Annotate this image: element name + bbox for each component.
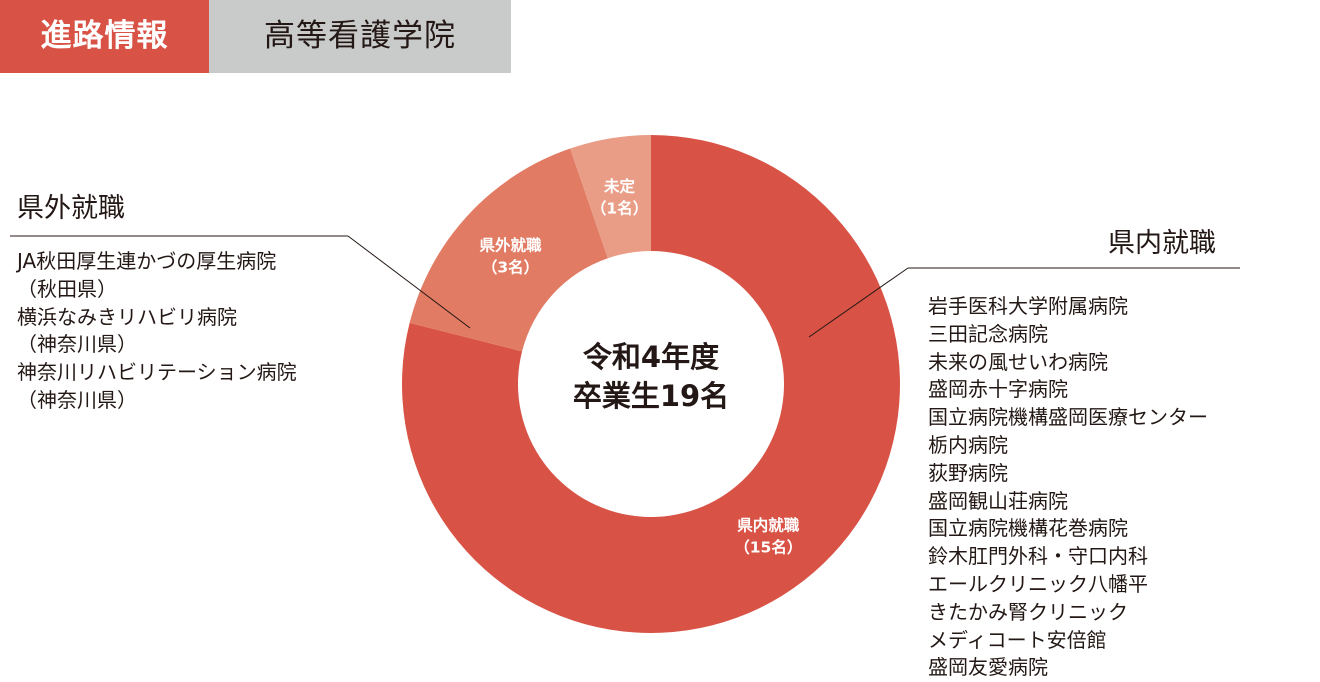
kengai-leader-line-diagonal [347, 235, 471, 329]
list-item: エールクリニック八幡平 [928, 571, 1148, 596]
section-tag: 進路情報 [0, 0, 209, 73]
list-item: 岩手医科大学附属病院 [928, 294, 1128, 318]
school-name: 高等看護学院 [209, 0, 511, 73]
slice-count-2: （1名） [591, 199, 648, 218]
kennai-leader-line-diagonal [808, 267, 909, 338]
list-item: 三田記念病院 [928, 321, 1048, 346]
list-item: 盛岡友愛病院 [928, 655, 1048, 680]
list-item: （秋田県） [17, 276, 117, 301]
pie-slice-2 [570, 135, 651, 259]
list-item: 盛岡赤十字病院 [928, 377, 1068, 402]
list-item: 国立病院機構盛岡医療センター [928, 405, 1208, 430]
pie-slice-0 [402, 135, 900, 633]
list-item: 栃内病院 [928, 432, 1008, 457]
donut-slices [402, 135, 900, 633]
list-item: 荻野病院 [928, 460, 1008, 485]
list-item: 未来の風せいわ病院 [928, 349, 1108, 374]
center-label-line2: 卒業生19名 [573, 379, 729, 413]
list-item: 国立病院機構花巻病院 [928, 516, 1128, 541]
slice-label-0: 県内就職 [737, 516, 800, 535]
kengai-list: JA秋田厚生連かづの厚生病院 （秋田県） 横浜なみきリハビリ病院 （神奈川県） … [17, 248, 297, 415]
kennai-title: 県内就職 [1108, 228, 1216, 259]
list-item: 神奈川リハビリテーション病院 [17, 360, 297, 385]
list-item: JA秋田厚生連かづの厚生病院 [17, 249, 277, 273]
list-item: 横浜なみきリハビリ病院 [17, 304, 237, 329]
kengai-title: 県外就職 [17, 193, 125, 224]
center-label-line1: 令和4年度 [583, 340, 719, 374]
kennai-list: 岩手医科大学附属病院 三田記念病院 未来の風せいわ病院 盛岡赤十字病院 国立病院… [928, 293, 1208, 682]
list-item: きたかみ腎クリニック [928, 599, 1128, 624]
list-item: （神奈川県） [17, 387, 137, 412]
slice-count-1: （3名） [482, 258, 539, 277]
list-item: 盛岡観山荘病院 [928, 488, 1068, 513]
slice-count-0: （15名） [734, 538, 802, 557]
list-item: 鈴木肛門外科・守口内科 [928, 544, 1148, 569]
pie-slice-1 [409, 148, 608, 352]
slice-label-1: 県外就職 [479, 236, 542, 255]
slice-labels: 県内就職 （15名） 県外就職 （3名） 未定 （1名） [479, 177, 802, 557]
list-item: （神奈川県） [17, 332, 137, 357]
slice-label-2: 未定 [603, 177, 636, 196]
list-item: メディコート安倍館 [928, 627, 1107, 652]
